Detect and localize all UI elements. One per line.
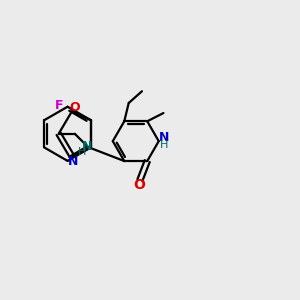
Text: O: O <box>134 178 145 193</box>
Text: F: F <box>55 99 64 112</box>
Text: H: H <box>77 147 86 158</box>
Text: N: N <box>68 155 79 168</box>
Text: N: N <box>159 131 169 144</box>
Text: H: H <box>160 140 168 150</box>
Text: N: N <box>82 140 93 153</box>
Text: O: O <box>69 100 80 113</box>
